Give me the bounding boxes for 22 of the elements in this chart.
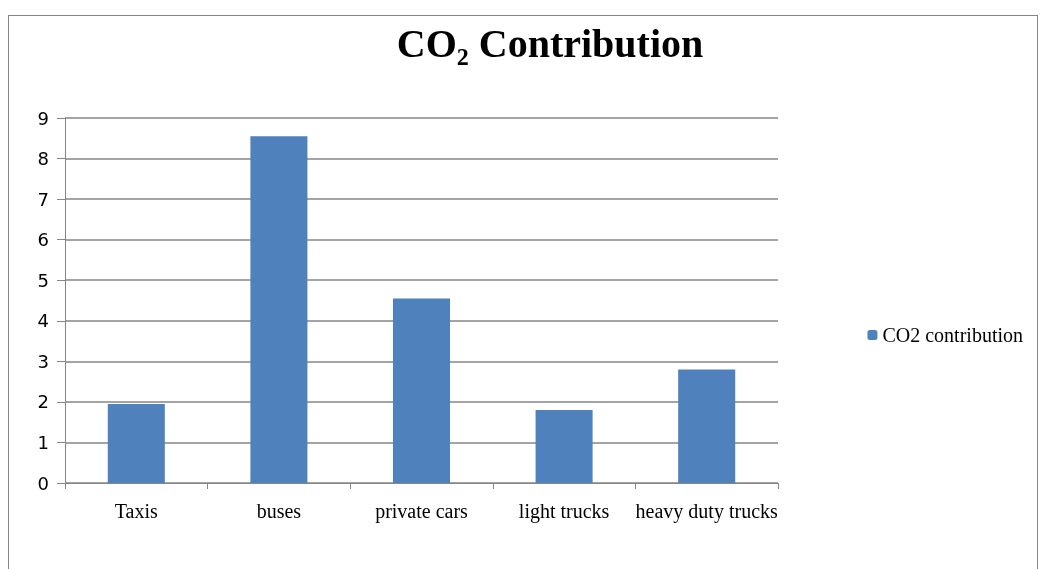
x-tick-label: private cars [375,500,469,523]
y-tick-label: 2 [37,391,49,413]
x-tick-label: Taxis [114,500,159,522]
y-tick-label: 5 [37,269,49,291]
y-tick-label: 1 [37,431,49,453]
y-tick-label: 0 [37,472,49,494]
bar [535,410,593,483]
y-tick-label: 8 [37,148,49,170]
bar [107,403,165,483]
x-tick-label: light trucks [518,500,610,523]
y-tick-label: 4 [37,310,49,332]
y-tick-label: 9 [37,107,49,129]
chart-title: CO₂ Contribution [396,20,704,66]
x-tick-label: buses [256,500,302,522]
bar [392,298,451,483]
y-tick-label: 7 [37,188,49,210]
legend-label: CO2 contribution [882,324,1023,346]
y-tick-label: 3 [37,350,49,372]
y-tick-label: 6 [37,229,49,251]
bar [250,136,308,483]
bar [678,369,736,483]
x-tick-label: heavy duty trucks [635,500,779,523]
